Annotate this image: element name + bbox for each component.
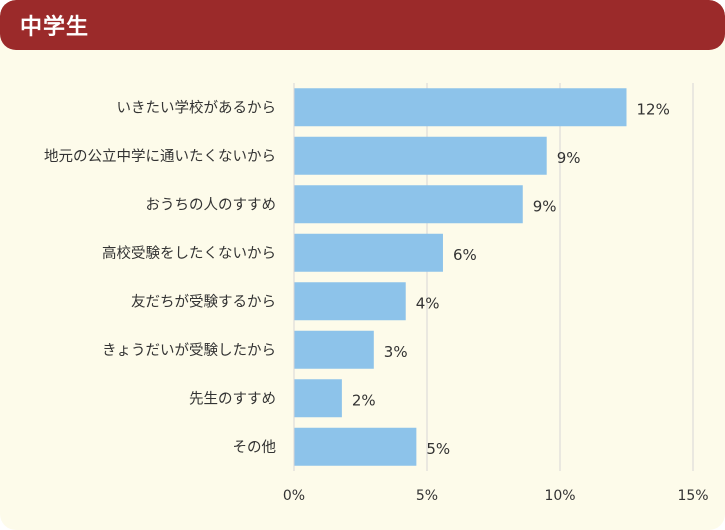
category-label-5: きょうだいが受験したから <box>102 342 276 359</box>
bar-6 <box>294 379 342 418</box>
header-bar: 中学生 <box>0 0 725 50</box>
bar-7 <box>294 427 417 466</box>
x-tick-label-1: 5% <box>416 488 438 504</box>
category-label-0: いきたい学校があるから <box>117 99 277 116</box>
category-label-1: 地元の公立中学に通いたくないから <box>44 148 276 165</box>
category-label-7: その他 <box>233 439 277 456</box>
category-label-2: おうちの人のすすめ <box>146 196 277 213</box>
bar-3 <box>294 233 443 272</box>
x-tick-label-0: 0% <box>283 488 305 504</box>
category-label-4: 友だちが受験するから <box>131 293 276 310</box>
value-label-1: 9% <box>557 149 581 167</box>
value-label-7: 5% <box>426 440 450 458</box>
value-label-0: 12% <box>637 100 670 118</box>
bar-2 <box>294 185 523 224</box>
value-label-3: 6% <box>453 246 477 264</box>
value-label-2: 9% <box>533 197 557 215</box>
value-label-6: 2% <box>352 391 376 409</box>
value-label-5: 3% <box>384 343 408 361</box>
header-title: 中学生 <box>20 15 90 40</box>
bar-4 <box>294 282 406 321</box>
x-tick-label-3: 15% <box>677 488 708 504</box>
bar-1 <box>294 136 547 175</box>
category-label-6: 先生のすすめ <box>189 390 276 407</box>
category-label-3: 高校受験をしたくないから <box>102 245 276 262</box>
bar-0 <box>294 88 627 127</box>
bar-5 <box>294 330 374 369</box>
x-tick-label-2: 10% <box>544 488 575 504</box>
value-label-4: 4% <box>416 294 440 312</box>
